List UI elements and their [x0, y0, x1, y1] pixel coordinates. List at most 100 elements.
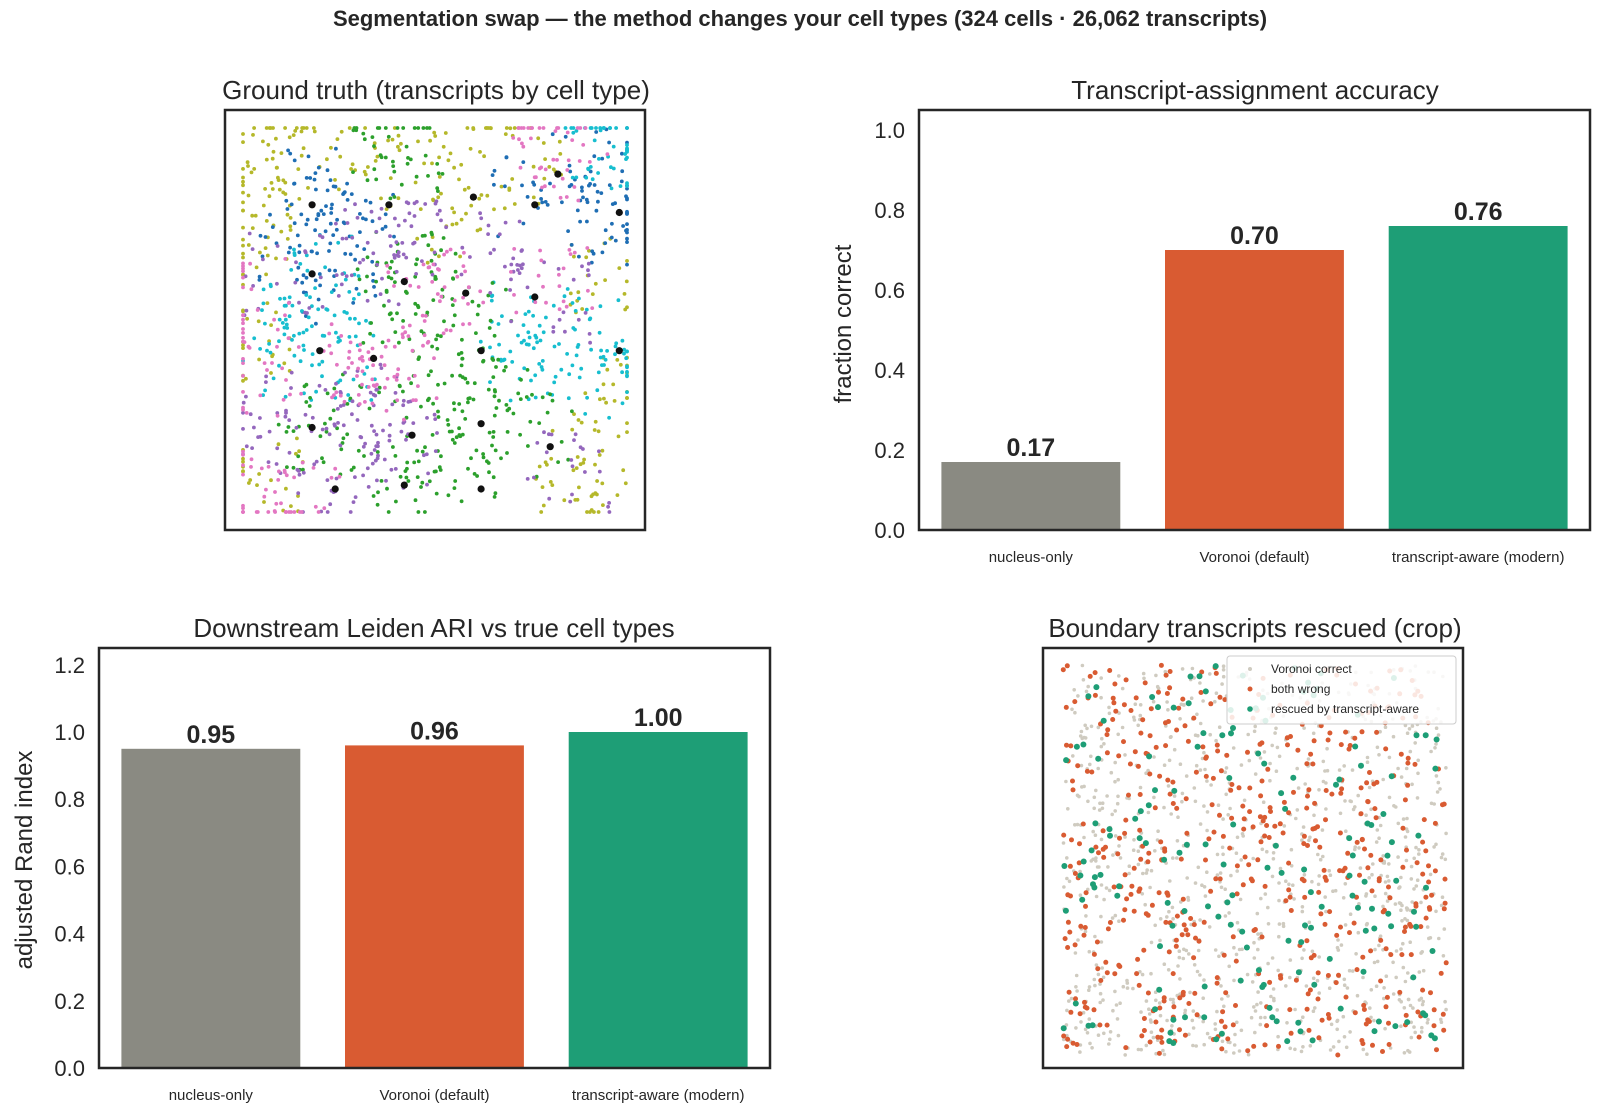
transcript-point: [429, 369, 433, 374]
transcript-point: [301, 330, 306, 335]
transcript-point: [419, 329, 424, 334]
voronoi-correct-point: [1367, 876, 1371, 880]
rescued-point: [1183, 841, 1190, 848]
voronoi-correct-point: [1439, 903, 1444, 908]
voronoi-correct-point: [1270, 743, 1274, 748]
transcript-point: [425, 310, 430, 315]
bar: [941, 462, 1121, 530]
voronoi-correct-point: [1108, 1037, 1112, 1042]
both-wrong-point: [1265, 766, 1271, 772]
voronoi-correct-point: [1420, 1002, 1425, 1007]
both-wrong-point: [1121, 702, 1127, 708]
voronoi-correct-point: [1272, 998, 1276, 1003]
both-wrong-point: [1185, 738, 1191, 744]
transcript-point: [348, 396, 353, 401]
rescued-point: [1092, 820, 1099, 827]
voronoi-correct-point: [1157, 1001, 1162, 1005]
both-wrong-point: [1229, 782, 1235, 787]
voronoi-correct-point: [1151, 1035, 1156, 1040]
transcript-point: [515, 263, 520, 267]
voronoi-correct-point: [1419, 996, 1424, 1001]
transcript-point: [413, 312, 418, 316]
transcript-point: [570, 492, 574, 497]
transcript-point: [486, 223, 491, 228]
transcript-point: [586, 288, 590, 293]
rescued-point: [1212, 663, 1219, 670]
transcript-point: [384, 288, 389, 293]
voronoi-correct-point: [1443, 999, 1447, 1004]
both-wrong-point: [1133, 695, 1139, 701]
transcript-point: [350, 399, 355, 404]
transcript-point: [550, 428, 555, 433]
transcript-point: [555, 158, 559, 162]
voronoi-correct-point: [1208, 672, 1212, 676]
voronoi-correct-point: [1099, 914, 1103, 919]
voronoi-correct-point: [1258, 1022, 1263, 1027]
transcript-point: [455, 274, 460, 279]
both-wrong-point: [1221, 952, 1227, 958]
bar: [1165, 250, 1344, 530]
rescued-point: [1260, 981, 1267, 988]
legend-voronoi-correct: Voronoi correct: [1271, 662, 1352, 676]
transcript-point: [593, 281, 598, 286]
both-wrong-point: [1166, 719, 1171, 724]
transcript-point: [275, 446, 280, 451]
transcript-point: [576, 198, 581, 203]
transcript-point: [313, 171, 318, 176]
transcript-point: [446, 493, 451, 498]
transcript-point: [466, 302, 470, 306]
voronoi-correct-point: [1249, 1015, 1254, 1020]
transcript-point: [241, 132, 245, 136]
transcript-point: [241, 449, 245, 454]
ground-truth-frame: [223, 108, 647, 532]
both-wrong-point: [1211, 829, 1217, 835]
both-wrong-point: [1365, 865, 1371, 871]
transcript-point: [293, 280, 298, 285]
transcript-point: [488, 251, 493, 256]
transcript-point: [241, 410, 245, 415]
rescued-point: [1413, 732, 1420, 739]
both-wrong-point: [1405, 755, 1411, 761]
voronoi-correct-point: [1415, 796, 1420, 800]
transcript-point: [246, 243, 251, 247]
both-wrong-point: [1367, 770, 1372, 775]
transcript-point: [383, 344, 388, 349]
rescued-point: [1170, 1016, 1177, 1023]
voronoi-correct-point: [1141, 871, 1145, 876]
voronoi-correct-point: [1356, 930, 1361, 935]
transcript-point: [561, 310, 566, 315]
bar-value-label: 0.95: [186, 721, 235, 749]
transcript-point: [316, 307, 321, 312]
both-wrong-point: [1373, 815, 1379, 821]
transcript-point: [394, 269, 399, 274]
both-wrong-point: [1107, 920, 1113, 925]
transcript-point: [557, 284, 562, 288]
transcript-point: [602, 396, 606, 401]
rescued-point: [1255, 967, 1262, 974]
transcript-point: [288, 224, 293, 229]
voronoi-correct-point: [1107, 705, 1111, 710]
transcript-point: [508, 288, 512, 292]
both-wrong-point: [1162, 846, 1168, 852]
transcript-point: [377, 390, 381, 395]
voronoi-correct-point: [1177, 949, 1182, 953]
transcript-point: [587, 248, 591, 253]
transcript-point: [397, 383, 402, 388]
bar: [345, 745, 524, 1068]
transcript-point: [374, 279, 378, 284]
voronoi-correct-point: [1408, 940, 1412, 944]
transcript-point: [338, 338, 342, 343]
transcript-point: [339, 129, 344, 134]
transcript-point: [499, 357, 503, 362]
voronoi-correct-point: [1412, 887, 1416, 891]
bar-value-label: 1.00: [634, 704, 683, 732]
rescued-point: [1202, 688, 1209, 695]
transcript-point: [614, 341, 619, 346]
both-wrong-point: [1268, 809, 1273, 814]
transcript-point: [404, 200, 409, 205]
transcript-point: [583, 391, 588, 396]
voronoi-correct-point: [1235, 835, 1240, 840]
transcript-point: [551, 325, 556, 329]
voronoi-correct-point: [1311, 976, 1316, 981]
transcript-point: [459, 499, 464, 504]
